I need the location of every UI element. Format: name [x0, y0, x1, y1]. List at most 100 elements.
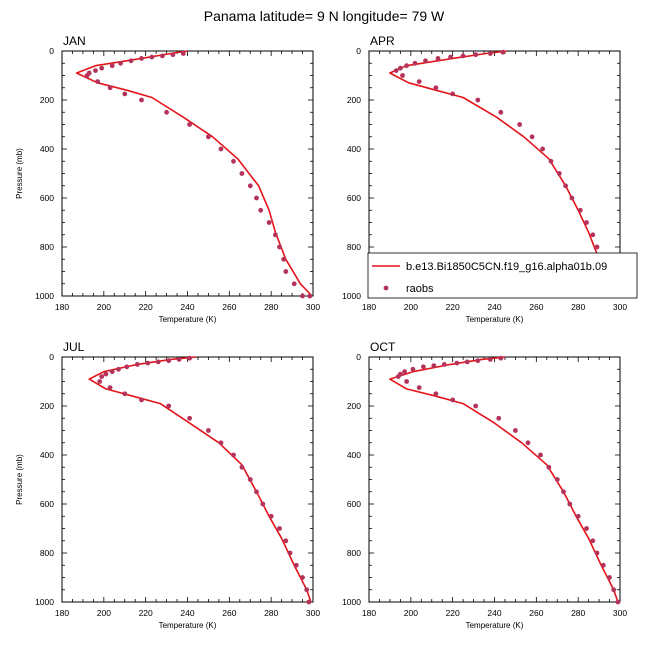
raobs-point — [97, 379, 103, 384]
raobs-point — [423, 58, 428, 64]
raobs-point — [293, 562, 299, 568]
raobs-point — [563, 183, 568, 189]
raobs-point — [155, 359, 161, 365]
raobs-point — [475, 97, 481, 103]
raobs-point — [600, 562, 606, 568]
raobs-point — [93, 68, 98, 73]
raobs-point — [487, 51, 493, 56]
raobs-point — [525, 440, 531, 446]
y-tick-label: 1000 — [35, 291, 54, 301]
raobs-point — [277, 244, 282, 250]
raobs-point — [529, 134, 535, 140]
raobs-point — [109, 369, 115, 375]
raobs-point — [546, 464, 552, 470]
raobs-point — [283, 538, 289, 544]
raobs-point — [395, 374, 401, 379]
raobs-point — [239, 464, 245, 470]
y-tick-label: 800 — [347, 242, 361, 252]
plot-frame — [368, 356, 621, 603]
panel-month-label: OCT — [370, 340, 396, 354]
raobs-point — [166, 403, 172, 409]
x-tick-label: 240 — [487, 302, 501, 312]
raobs-point — [584, 526, 589, 531]
y-tick-label: 0 — [49, 46, 54, 56]
raobs-point — [218, 146, 224, 152]
raobs-point — [404, 63, 409, 69]
x-tick-label: 180 — [362, 302, 376, 312]
x-axis-label: Temperature (K) — [466, 315, 524, 324]
raobs-point — [180, 51, 186, 56]
raobs-point — [103, 371, 109, 377]
raobs-point — [247, 183, 253, 189]
raobs-point — [448, 54, 453, 60]
raobs-point — [206, 134, 211, 140]
raobs-point — [450, 91, 456, 97]
raobs-point — [561, 489, 566, 495]
raobs-point — [258, 207, 264, 213]
x-tick-label: 220 — [446, 302, 460, 312]
y-tick-label: 400 — [40, 144, 54, 154]
raobs-point — [99, 65, 105, 71]
raobs-point — [393, 68, 399, 73]
x-tick-label: 200 — [404, 302, 418, 312]
raobs-point — [398, 65, 403, 71]
raobs-point — [139, 97, 144, 103]
x-tick-label: 240 — [180, 608, 194, 618]
x-tick-label: 180 — [55, 608, 69, 618]
raobs-point — [416, 79, 422, 84]
legend-raobs-marker — [383, 285, 389, 291]
raobs-point — [128, 58, 134, 64]
raobs-point — [473, 403, 479, 409]
x-tick-label: 220 — [139, 302, 153, 312]
x-tick-label: 260 — [529, 302, 543, 312]
x-tick-label: 200 — [97, 302, 111, 312]
x-tick-label: 280 — [571, 302, 585, 312]
y-tick-label: 400 — [347, 450, 361, 460]
raobs-point — [145, 360, 151, 366]
y-tick-label: 600 — [40, 193, 54, 203]
raobs-point — [500, 49, 506, 55]
raobs-point — [149, 54, 155, 60]
raobs-point — [122, 391, 128, 397]
x-axis-label: Temperature (K) — [159, 315, 217, 324]
figure-title: Panama latitude= 9 N longitude= 79 W — [204, 8, 445, 24]
x-tick-label: 220 — [139, 608, 153, 618]
y-tick-label: 600 — [40, 499, 54, 509]
raobs-point — [118, 60, 123, 66]
raobs-point — [109, 63, 115, 69]
raobs-point — [300, 575, 305, 580]
raobs-point — [615, 599, 621, 605]
legend-raobs-label: raobs — [406, 283, 434, 295]
raobs-point — [281, 256, 287, 262]
raobs-point — [231, 158, 236, 164]
y-tick-label: 800 — [347, 548, 361, 558]
raobs-point — [454, 360, 460, 366]
raobs-point — [607, 575, 612, 580]
x-tick-label: 260 — [222, 302, 236, 312]
x-tick-label: 260 — [222, 608, 236, 618]
raobs-point — [517, 122, 522, 127]
raobs-point — [273, 232, 278, 238]
y-tick-label: 200 — [347, 401, 361, 411]
raobs-point — [473, 52, 479, 58]
x-tick-label: 280 — [264, 608, 278, 618]
x-tick-label: 300 — [613, 608, 627, 618]
raobs-point — [548, 158, 554, 164]
panel-jul: 180 200 220 240 260 280 300 0 200 400 600 800 1000 Te… — [15, 340, 320, 630]
y-tick-label: 200 — [40, 95, 54, 105]
raobs-point — [107, 385, 113, 390]
raobs-point — [254, 489, 259, 495]
raobs-point — [496, 415, 502, 421]
raobs-point — [107, 85, 113, 91]
raobs-point — [594, 550, 600, 556]
x-tick-label: 300 — [306, 608, 320, 618]
raobs-point — [239, 171, 245, 176]
raobs-point — [166, 358, 172, 364]
raobs-point — [569, 195, 575, 201]
panel-oct: 180 200 220 240 260 280 300 0 200 400 600 800 1000 Te… — [342, 340, 627, 630]
raobs-point — [139, 56, 144, 61]
raobs-point — [590, 538, 596, 544]
raobs-point — [84, 73, 90, 78]
raobs-point — [187, 122, 193, 127]
